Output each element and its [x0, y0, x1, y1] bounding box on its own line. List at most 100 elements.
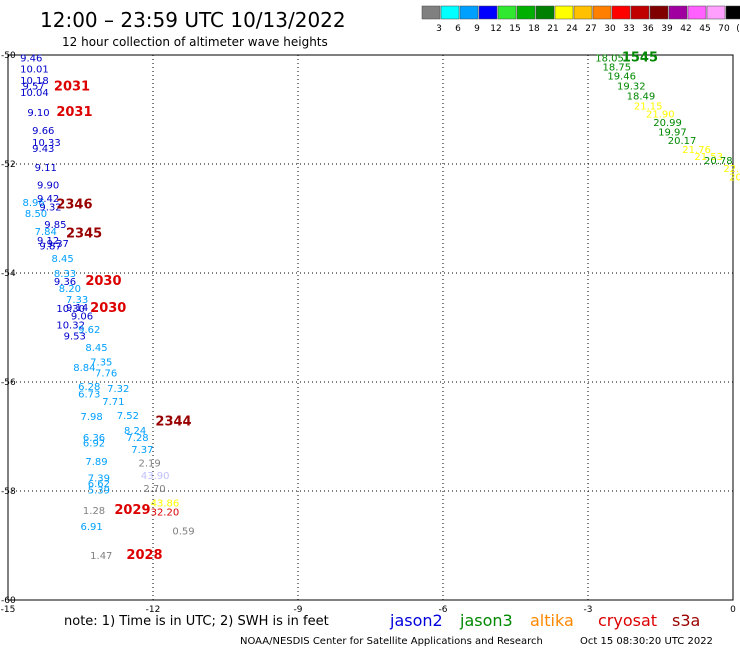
scale-label: 27 [585, 24, 596, 34]
footer-credit: NOAA/NESDIS Center for Satellite Applica… [240, 636, 543, 647]
scale-label: 70 [718, 24, 730, 34]
swh-value: 9.37 [47, 239, 69, 250]
swh-value: 9.62 [78, 325, 100, 336]
swh-value: 20.78 [704, 156, 733, 167]
swh-value: 8.84 [73, 363, 95, 374]
swh-value: 7.89 [85, 457, 107, 468]
swh-value: 6.28 [78, 382, 100, 393]
swh-value: 7.71 [102, 397, 124, 408]
scale-label: 6 [455, 24, 461, 34]
time-label: 2028 [126, 548, 162, 563]
scale-label: 24 [566, 24, 578, 34]
swh-value: 7.39 [88, 474, 110, 485]
swh-value: 10.32 [56, 321, 85, 332]
legend-cryosat: cryosat [598, 611, 657, 630]
scale-label: 12 [490, 24, 501, 34]
swh-value: 9.43 [32, 144, 54, 155]
swh-value: 5.39 [88, 486, 110, 497]
swh-value: 9.90 [37, 181, 59, 192]
scale-swatch [706, 5, 726, 20]
x-tick-label: -9 [294, 605, 303, 615]
swh-value: 9.53 [64, 331, 86, 342]
scale-swatch [440, 5, 460, 20]
y-tick-label: -58 [1, 487, 16, 497]
scale-label: 18 [528, 24, 540, 34]
swh-value: 7.52 [117, 411, 139, 422]
scale-swatch [554, 5, 574, 20]
scale-label: 45 [699, 24, 710, 34]
swh-value: 7.28 [126, 433, 148, 444]
swh-value: 9.87 [39, 242, 61, 253]
time-label: 2030 [85, 274, 121, 289]
time-label: 2030 [90, 301, 126, 316]
scale-swatch [668, 5, 688, 20]
scale-swatch [630, 5, 650, 20]
swh-value: 2.70 [143, 484, 165, 495]
scale-swatch [497, 5, 517, 20]
swh-value: 10.30 [56, 304, 85, 315]
x-tick-label: -15 [1, 605, 16, 615]
swh-value: 18.75 [603, 62, 632, 73]
footer-timestamp: Oct 15 08:30:20 UTC 2022 [580, 636, 713, 647]
scale-swatch [592, 5, 612, 20]
swh-value: 22.1 [723, 164, 740, 175]
time-label: 2344 [155, 415, 191, 430]
swh-value: 9.06 [71, 311, 93, 322]
swh-value: 7.37 [131, 445, 153, 456]
footer-note: note: 1) Time is in UTC; 2) SWH is in fe… [64, 614, 329, 629]
chart-subtitle: 12 hour collection of altimeter wave hei… [62, 35, 328, 49]
scale-label: 30 [604, 24, 616, 34]
swh-value: 9.85 [44, 220, 66, 231]
swh-value: 6.36 [83, 433, 105, 444]
swh-value: 21.76 [682, 145, 711, 156]
swh-value: 9.42 [37, 194, 59, 205]
swh-value: 7.98 [81, 412, 103, 423]
scale-label: 42 [680, 24, 691, 34]
swh-value: 9.14 [66, 303, 88, 314]
legend-s3a: s3a [672, 611, 700, 630]
swh-value: 20.17 [668, 136, 697, 147]
swh-value: 2.19 [139, 458, 161, 469]
swh-value: 21.53 [694, 152, 723, 163]
chart-title: 12:00 – 23:59 UTC 10/13/2022 [40, 8, 346, 32]
swh-value: 7.84 [35, 227, 57, 238]
swh-value: 21.90 [646, 110, 675, 121]
swh-value: 9.12 [37, 236, 59, 247]
y-tick-label: -60 [1, 596, 16, 606]
scale-swatch [478, 5, 498, 20]
y-axis: -50 -52 -54 -56 -58 -60 [1, 51, 16, 606]
time-labels: 2031 2031 2346 2345 2030 2030 2344 2029 2028 1545 [54, 51, 658, 564]
swh-value: 9.32 [39, 202, 61, 213]
scale-swatch [649, 5, 669, 20]
swh-value: 8.33 [54, 269, 76, 280]
x-tick-label: -12 [146, 605, 161, 615]
scale-swatch [725, 5, 740, 20]
scale-label: 36 [642, 24, 654, 34]
swh-value: 18.05 [595, 54, 624, 65]
time-label: 2345 [66, 227, 102, 242]
scale-label: 33 [623, 24, 634, 34]
swh-value: 19.32 [617, 81, 646, 92]
time-label: 2346 [56, 198, 92, 213]
scale-swatch [687, 5, 707, 20]
y-tick-label: -52 [1, 160, 16, 170]
scale-swatch [535, 5, 555, 20]
x-axis: -15 -12 -9 -6 -3 0 [1, 605, 736, 615]
grid-lines [8, 55, 733, 600]
swh-value: 21.15 [634, 102, 663, 113]
swh-value: 9.46 [20, 54, 42, 65]
scale-swatch [611, 5, 631, 20]
scale-label: 9 [474, 24, 480, 34]
y-tick-label: -50 [1, 51, 16, 61]
legend-altika: altika [530, 611, 574, 630]
legend-jason2: jason2 [389, 611, 443, 630]
x-tick-label: -3 [584, 605, 593, 615]
swh-value: 6.91 [81, 522, 103, 533]
swh-value: 43.90 [141, 471, 170, 482]
swh-value: 20.99 [653, 118, 682, 129]
swh-value: 8.50 [25, 209, 47, 220]
swh-value: 9.36 [54, 277, 76, 288]
swh-value: 6.62 [88, 479, 110, 490]
